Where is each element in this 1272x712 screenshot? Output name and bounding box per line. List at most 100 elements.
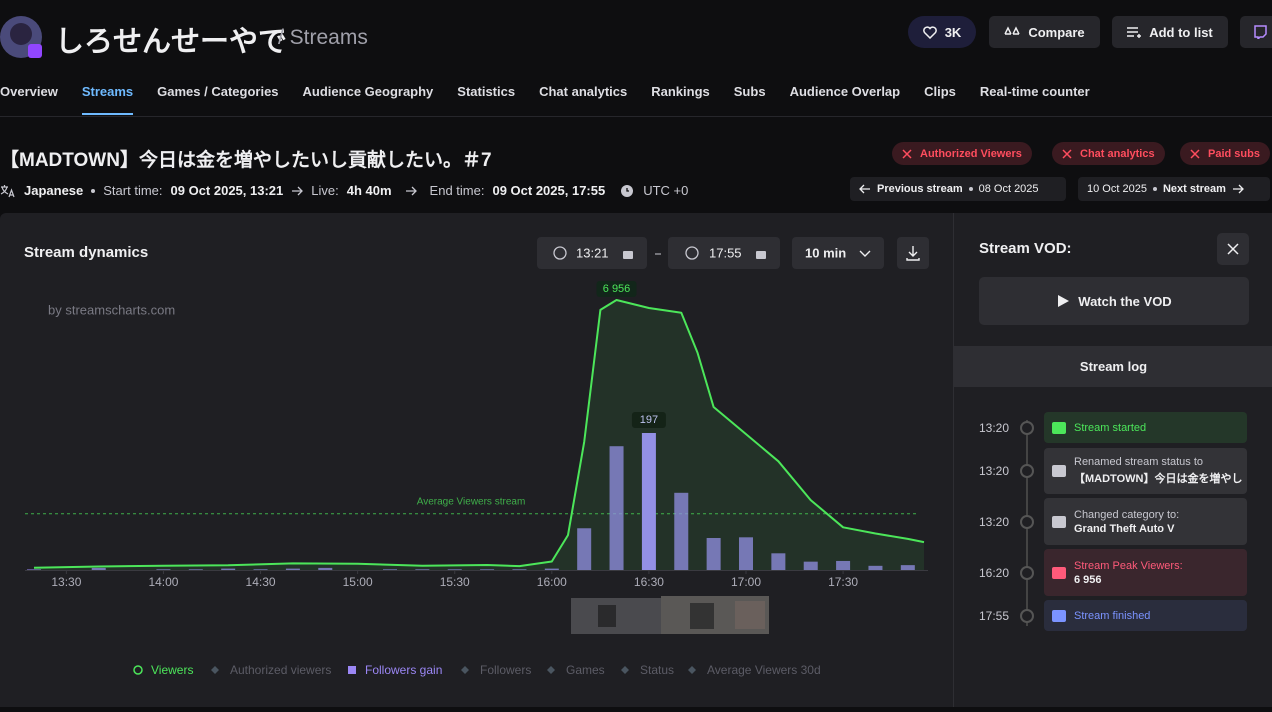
- stream-title: 【MADTOWN】今日は金を増やしたいし貢献したい。＃7: [0, 150, 492, 171]
- separator-dot: [1152, 187, 1157, 191]
- log-icon: [1052, 465, 1066, 477]
- bar: [91, 567, 106, 570]
- log-entry: Stream started: [1044, 412, 1247, 443]
- add-to-list-button[interactable]: Add to list: [1112, 16, 1228, 48]
- legend-label[interactable]: Followers gain: [365, 663, 442, 677]
- log-time: 17:55: [979, 608, 1010, 623]
- avatar[interactable]: [0, 16, 44, 60]
- nav-tab[interactable]: Streams: [81, 84, 134, 115]
- previous-stream-button[interactable]: Previous stream 08 Oct 2025: [850, 177, 1066, 201]
- chevron-icon: [859, 250, 871, 257]
- log-icon: [1052, 609, 1066, 622]
- chart-panel: Stream dynamics 13:21 17:55 10 min by st…: [0, 213, 953, 707]
- next-stream-button[interactable]: 10 Oct 2025 Next stream: [1078, 177, 1270, 201]
- legend-label[interactable]: Authorized viewers: [230, 663, 331, 677]
- likes-button[interactable]: 3K: [908, 16, 976, 48]
- filter-label: Paid subs: [1208, 147, 1260, 160]
- filter-chip[interactable]: Authorized Viewers: [892, 142, 1032, 165]
- bar: [285, 568, 300, 570]
- average-label: Average Viewers stream: [417, 496, 526, 507]
- watermark: by streamscharts.com: [48, 302, 175, 317]
- nav-tab[interactable]: Audience Overlap: [789, 84, 901, 99]
- log-icon: [1052, 421, 1066, 434]
- legend-label[interactable]: Games: [566, 663, 605, 677]
- end-label: End time:: [429, 183, 485, 198]
- range-from-box[interactable]: [537, 237, 647, 269]
- heart-icon: [922, 25, 937, 39]
- legend-label[interactable]: Average Viewers 30d: [707, 663, 821, 677]
- remove-icon: [1190, 148, 1200, 159]
- legend-label[interactable]: Status: [640, 663, 674, 677]
- log-title: Stream finished: [1074, 609, 1151, 622]
- legend-marker: [133, 665, 143, 675]
- bar: [383, 569, 397, 570]
- lock-icon: [623, 251, 633, 259]
- legend-marker: [547, 666, 555, 674]
- watch-vod-button[interactable]: Watch the VOD: [979, 277, 1249, 325]
- interval-select[interactable]: [792, 237, 884, 269]
- remove-icon: [1062, 148, 1072, 159]
- compare-button[interactable]: Compare: [989, 16, 1100, 48]
- clock-icon: [621, 184, 634, 197]
- log-time: 16:20: [979, 565, 1010, 580]
- compare-icon: [1004, 26, 1020, 35]
- log-title: Renamed stream status to: [1074, 456, 1204, 468]
- nav-tab[interactable]: Subs: [733, 84, 766, 99]
- download-icon: [906, 246, 920, 261]
- nav-tab[interactable]: Real-time counter: [979, 84, 1090, 99]
- log-detail: 【MADTOWN】今日は金を増やし: [1074, 473, 1243, 485]
- x-tick-label: 17:30: [828, 575, 858, 589]
- legend-marker: [461, 666, 469, 674]
- nav-tab[interactable]: Statistics: [457, 84, 516, 99]
- legend-label[interactable]: Viewers: [151, 663, 193, 677]
- filter-chip[interactable]: Chat analytics: [1052, 142, 1165, 165]
- nav-tab[interactable]: Audience Geography: [302, 84, 434, 99]
- start-label: Start time:: [103, 183, 163, 198]
- x-tick-label: 16:30: [634, 575, 664, 589]
- bar: [674, 492, 689, 570]
- log-time: 13:20: [979, 464, 1010, 478]
- nav-tab[interactable]: Clips: [924, 84, 956, 99]
- close-button[interactable]: [1217, 233, 1249, 265]
- lock-icon: [756, 251, 766, 259]
- legend-label[interactable]: Followers: [480, 663, 531, 677]
- arrow-icon: [405, 186, 417, 195]
- log-entry: Stream Peak Viewers: 6 956: [1044, 549, 1247, 596]
- likes-count: 3K: [944, 24, 962, 40]
- arrow-icon: [292, 186, 304, 195]
- bar: [641, 433, 656, 570]
- twitch-button[interactable]: [1240, 16, 1272, 48]
- previous-stream-date: 08 Oct 2025: [978, 183, 1039, 195]
- thumbnail: [598, 605, 616, 627]
- log-entry: Stream finished: [1044, 600, 1247, 631]
- log-text: Renamed stream status to 【MADTOWN】今日は金を増や…: [1074, 456, 1242, 486]
- bar: [318, 567, 333, 570]
- log-icon: [1052, 515, 1066, 528]
- bar: [706, 538, 721, 570]
- range-to-box[interactable]: [668, 237, 780, 269]
- bar: [447, 569, 462, 570]
- clock-icon: [685, 246, 699, 260]
- bar: [415, 569, 430, 570]
- bar: [836, 560, 851, 570]
- nav-tab[interactable]: Chat analytics: [539, 84, 628, 99]
- bar: [544, 568, 559, 570]
- peak-label: 6 956: [603, 283, 631, 295]
- filter-label: Authorized Viewers: [920, 147, 1022, 160]
- log-node: [1020, 565, 1034, 580]
- nav-tab[interactable]: Overview: [0, 84, 58, 99]
- nav-tab[interactable]: Games / Categories: [157, 84, 279, 99]
- nav-tab[interactable]: Rankings: [651, 84, 710, 99]
- stream-log-header[interactable]: Stream log: [954, 346, 1272, 387]
- filter-chip[interactable]: Paid subs: [1180, 142, 1270, 165]
- thumbnails: [571, 596, 769, 634]
- add-to-list-label: Add to list: [1149, 24, 1213, 40]
- viewers-line: [33, 299, 925, 569]
- log-detail: Grand Theft Auto V: [1074, 522, 1175, 535]
- bar: [803, 561, 818, 570]
- vod-title: Stream VOD:: [979, 240, 1072, 257]
- separator-dot: [91, 188, 96, 193]
- language-icon: [0, 184, 15, 197]
- log-time: 13:20: [979, 514, 1010, 529]
- bar: [512, 569, 527, 570]
